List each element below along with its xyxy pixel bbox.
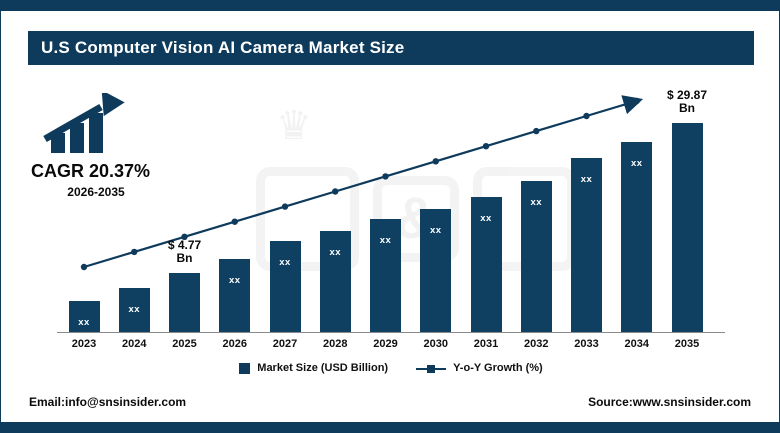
bar-value-label: xx bbox=[379, 235, 392, 246]
bar-2023: xx bbox=[68, 301, 100, 332]
x-axis-label-2029: 2029 bbox=[373, 338, 398, 350]
x-axis-label-2032: 2032 bbox=[524, 338, 549, 350]
x-axis-label-2033: 2033 bbox=[574, 338, 599, 350]
x-axis-label-2028: 2028 bbox=[323, 338, 348, 350]
line-marker bbox=[382, 173, 389, 180]
bottom-strip bbox=[1, 422, 779, 432]
bar-2029: xx bbox=[370, 219, 401, 332]
bar-2026: xx bbox=[219, 259, 251, 332]
page-title: U.S Computer Vision AI Camera Market Siz… bbox=[28, 31, 754, 65]
bar-value-label: xx bbox=[530, 197, 543, 208]
bar-value-label: xx bbox=[329, 247, 342, 258]
legend-market-size-label: Market Size (USD Billion) bbox=[257, 362, 389, 374]
x-axis-label-2026: 2026 bbox=[222, 338, 247, 350]
legend-item-yoy-growth: Y-o-Y Growth (%) bbox=[416, 362, 543, 374]
bar-2025 bbox=[169, 273, 200, 332]
bar-value-label: xx bbox=[580, 174, 593, 185]
page-title-text: U.S Computer Vision AI Camera Market Siz… bbox=[41, 38, 405, 57]
footer-source: Source:www.snsinsider.com bbox=[588, 395, 751, 409]
bar-value-label: xx bbox=[429, 225, 442, 236]
value-annotation-2035: $ 29.87 Bn bbox=[666, 88, 708, 115]
bar-2032: xx bbox=[520, 181, 552, 332]
x-axis-label-2035: 2035 bbox=[674, 338, 700, 350]
footer-email: Email:info@snsinsider.com bbox=[29, 395, 187, 409]
x-axis-label-2031: 2031 bbox=[473, 338, 499, 350]
line-marker bbox=[131, 248, 138, 256]
bar-value-label: xx bbox=[228, 275, 241, 286]
bar-value-label: xx bbox=[78, 317, 90, 328]
line-marker bbox=[281, 203, 289, 210]
line-marker bbox=[583, 112, 590, 120]
x-axis-label-2023: 2023 bbox=[71, 338, 97, 350]
bar-2033: xx bbox=[571, 158, 602, 332]
bar-2035 bbox=[671, 123, 703, 332]
chart-legend: Market Size (USD Billion) Y-o-Y Growth (… bbox=[1, 362, 779, 374]
line-marker bbox=[231, 218, 238, 225]
bar-value-label: xx bbox=[279, 257, 291, 268]
bar-value-label: xx bbox=[128, 304, 141, 315]
line-marker bbox=[432, 158, 439, 165]
line-marker bbox=[533, 127, 540, 135]
top-strip bbox=[1, 1, 779, 11]
bar-value-label: xx bbox=[630, 158, 643, 169]
line-swatch-icon bbox=[416, 363, 447, 374]
x-axis-label-2027: 2027 bbox=[272, 338, 298, 350]
legend-yoy-growth-label: Y-o-Y Growth (%) bbox=[453, 362, 543, 374]
line-marker bbox=[633, 97, 640, 105]
value-annotation-2025: $ 4.77 Bn bbox=[167, 238, 202, 265]
bar-2028: xx bbox=[319, 231, 351, 332]
line-marker bbox=[80, 263, 88, 271]
x-axis-label-2030: 2030 bbox=[423, 338, 448, 350]
x-axis-label-2034: 2034 bbox=[624, 338, 649, 350]
bar-value-label: xx bbox=[480, 213, 492, 224]
bar-2031: xx bbox=[470, 197, 502, 332]
x-axis-label-2025: 2025 bbox=[172, 338, 197, 350]
bar-2034: xx bbox=[621, 142, 653, 332]
line-marker bbox=[482, 143, 490, 150]
bar-2030: xx bbox=[420, 209, 452, 332]
bar-2027: xx bbox=[269, 241, 301, 332]
legend-item-market-size: Market Size (USD Billion) bbox=[239, 362, 388, 374]
bar-swatch-icon bbox=[239, 362, 251, 374]
line-marker bbox=[332, 188, 339, 195]
x-axis-label-2024: 2024 bbox=[122, 338, 147, 350]
bar-2024: xx bbox=[118, 288, 150, 332]
